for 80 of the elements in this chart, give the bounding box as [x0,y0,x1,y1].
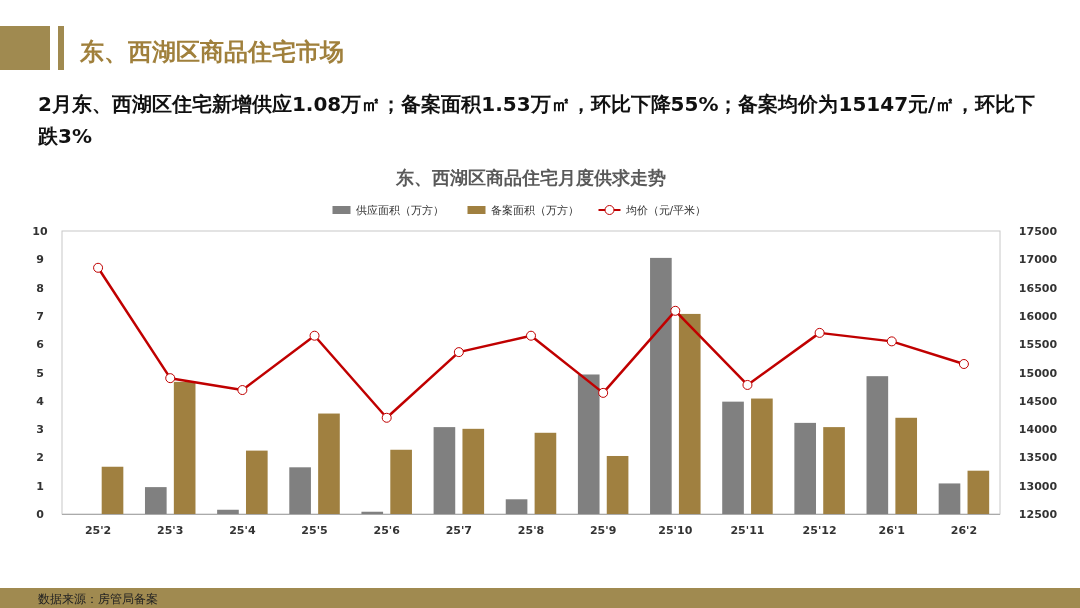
y2-tick-label: 16000 [1018,309,1058,323]
bar [534,432,557,514]
bar [866,376,889,514]
y2-tick-label: 16500 [1018,281,1058,295]
point [958,359,969,370]
y2-tick-label: 15500 [1018,338,1058,352]
y-tick-label: 0 [36,508,45,521]
x-tick-label: 26'2 [950,524,978,537]
bar [650,257,672,514]
source-note: 数据来源：房管局备案 [38,592,158,606]
bar [823,427,845,514]
y-tick-label: 3 [36,423,44,437]
x-tick-label: 25'10 [658,524,693,537]
bar [938,483,961,514]
point [598,387,609,398]
x-tick-label: 25'8 [517,524,545,537]
point [886,336,897,347]
y2-tick-label: 17000 [1018,253,1058,267]
y-tick-label: 7 [36,309,44,323]
legend-label: 备案面积（万方） [490,204,579,216]
x-tick-label: 25'4 [229,524,256,537]
text: 东、西湖区商品住宅市场 [79,38,344,66]
x-tick-label: 25'2 [84,524,112,537]
bar [101,466,124,514]
x-tick-label: 25'5 [301,524,328,537]
point [309,330,320,341]
bar [751,398,773,514]
bar [390,449,412,514]
y2-tick-label: 14000 [1018,423,1058,437]
y2-tick-label: 13000 [1018,479,1058,493]
bar [217,509,239,514]
bar [606,455,629,514]
y2-tick-label: 14500 [1018,394,1058,408]
y-tick-label: 1 [36,479,44,493]
legend-label: 供应面积（万方） [355,204,444,216]
y-tick-label: 6 [36,338,45,352]
bar [678,313,701,514]
bar [289,467,311,514]
bar [433,427,456,514]
y2-tick-label: 13500 [1018,451,1058,465]
y-tick-label: 9 [36,253,44,267]
y-tick-label: 4 [36,394,45,408]
x-tick-label: 25'11 [730,524,765,537]
bar [245,450,268,514]
x-tick-label: 25'3 [157,524,184,537]
y-tick-label: 8 [36,281,44,295]
y2-tick-label: 15000 [1018,366,1058,380]
bar [967,470,990,514]
point [93,262,104,273]
y-tick-label: 10 [32,225,48,238]
bar [722,401,744,514]
bar [144,487,167,514]
point [453,347,464,358]
bar [173,381,196,514]
bar [794,422,817,514]
y-tick-label: 5 [36,366,44,380]
bar [318,413,340,514]
legend-label: 均价（元/平米） [624,204,707,216]
point [381,412,392,423]
bar [361,511,384,514]
point [670,305,681,316]
y-tick-label: 2 [36,451,44,465]
x-tick-label: 25'12 [802,524,837,537]
point [165,373,176,384]
point [742,379,753,390]
point [526,330,536,341]
x-tick-label: 25'9 [589,524,617,537]
bar [895,417,918,514]
x-tick-label: 25'7 [445,524,473,537]
point [814,327,825,338]
bar [577,374,600,514]
point [237,385,248,396]
bar [505,499,528,514]
y2-tick-label: 17500 [1018,225,1058,238]
x-tick-label: 26'1 [878,524,905,537]
chart-subtitle: 2月东、西湖区住宅新增供应1.08万㎡；备案面积1.53万㎡，环比下降55%；备案均价为15147元/㎡，环比下跌3% [38,91,1037,150]
chart-title: 东、西湖区商品住宅月度供求走势 [395,167,666,188]
x-tick-label: 25'6 [373,524,401,537]
bar [462,428,485,514]
y2-tick-label: 12500 [1018,508,1058,521]
